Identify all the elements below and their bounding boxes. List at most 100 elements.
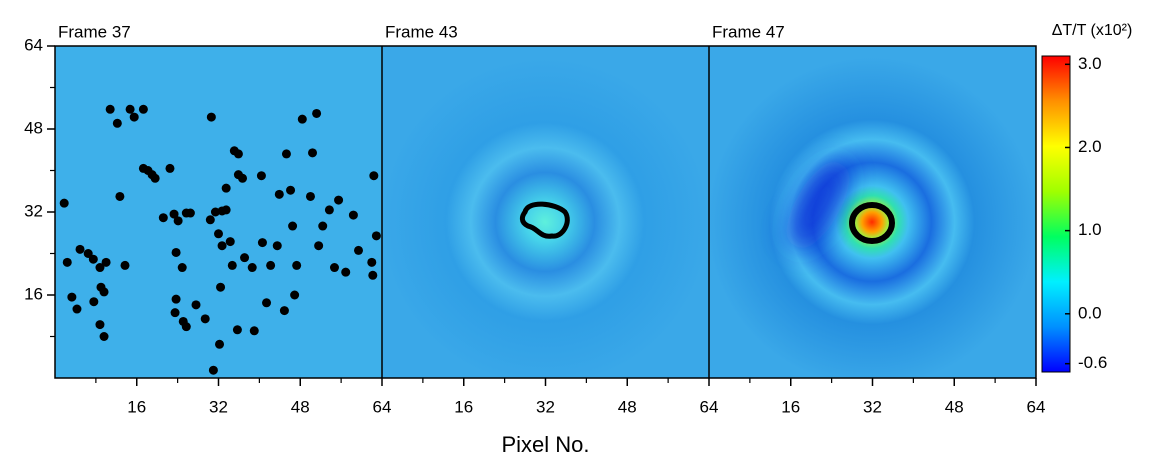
x-tick-label: 48 (618, 397, 637, 416)
x-tick-label: 64 (373, 397, 392, 416)
point (75, 244, 85, 254)
x-tick-label: 64 (1027, 397, 1046, 416)
point (288, 221, 298, 231)
point (227, 260, 237, 270)
point (247, 263, 257, 273)
point (238, 173, 248, 183)
point (181, 322, 191, 332)
contour-2 (519, 201, 570, 239)
point (215, 339, 225, 349)
point (318, 221, 328, 231)
point (165, 163, 175, 173)
point (240, 253, 250, 263)
point (177, 263, 187, 273)
colorbar-tick-label: 3.0 (1078, 54, 1102, 73)
panel-title: Frame 37 (58, 22, 131, 41)
point (125, 104, 135, 114)
x-tick-label: 32 (863, 397, 882, 416)
point (341, 267, 351, 277)
point (191, 300, 201, 310)
y-tick-label: 64 (24, 35, 43, 54)
colorbar-tick-label: 2.0 (1078, 137, 1102, 156)
point (170, 308, 180, 318)
point (138, 104, 148, 114)
point (200, 314, 210, 324)
y-tick-label: 16 (24, 284, 43, 303)
dip-region (786, 160, 850, 250)
point (185, 208, 195, 218)
panel-title: Frame 47 (712, 22, 785, 41)
point (171, 247, 181, 257)
panel-title: Frame 43 (385, 22, 458, 41)
point (225, 237, 235, 247)
point (272, 241, 282, 251)
point (221, 183, 231, 193)
point (232, 325, 242, 335)
point (314, 241, 324, 251)
point (262, 298, 272, 308)
x-tick-label: 48 (945, 397, 964, 416)
colorbar-title: ΔT/T (x10²) (1052, 22, 1133, 39)
point (266, 260, 276, 270)
point (115, 191, 125, 201)
point (297, 114, 307, 124)
point (353, 245, 363, 255)
point (95, 320, 105, 330)
x-tick-label: 32 (209, 397, 228, 416)
colorbar-tick-label: 1.0 (1078, 220, 1102, 239)
point (210, 207, 220, 217)
point (257, 238, 267, 248)
point (88, 254, 98, 264)
point (305, 191, 315, 201)
point (171, 294, 181, 304)
point (324, 205, 334, 215)
point (368, 270, 378, 280)
colorbar-tick-label: -0.6 (1078, 353, 1107, 372)
point (120, 260, 130, 270)
point (334, 195, 344, 205)
x-tick-label: 16 (781, 397, 800, 416)
point (221, 205, 231, 215)
point (101, 257, 111, 267)
point (129, 112, 139, 122)
point (89, 297, 99, 307)
point (371, 231, 381, 241)
contour-3 (849, 202, 895, 244)
point (274, 189, 284, 199)
point (290, 290, 300, 300)
heatmap-3 (709, 46, 1036, 378)
point (99, 332, 109, 341)
x-tick-label: 64 (700, 397, 719, 416)
heatmap-2 (382, 46, 709, 378)
point (233, 149, 243, 159)
point (279, 306, 289, 316)
point (348, 210, 358, 220)
point (208, 365, 218, 375)
point (169, 209, 179, 219)
point (59, 198, 69, 208)
point (308, 148, 318, 158)
point (158, 213, 168, 223)
point (312, 108, 322, 118)
point (105, 104, 115, 114)
colorbar-tick-label: 0.0 (1078, 303, 1102, 322)
point (367, 257, 377, 267)
point (173, 216, 183, 226)
point (281, 149, 291, 159)
x-tick-label: 16 (454, 397, 473, 416)
colorbar (1041, 55, 1071, 373)
point (292, 260, 302, 270)
point (72, 304, 82, 314)
x-axis-label: Pixel No. (501, 432, 589, 457)
point (214, 229, 223, 239)
y-tick-label: 48 (24, 118, 43, 137)
point (286, 185, 296, 195)
point (329, 263, 339, 273)
point (369, 171, 379, 181)
x-tick-label: 32 (536, 397, 555, 416)
point (216, 282, 226, 292)
point (95, 263, 105, 273)
x-tick-label: 16 (127, 397, 146, 416)
point (62, 257, 72, 267)
